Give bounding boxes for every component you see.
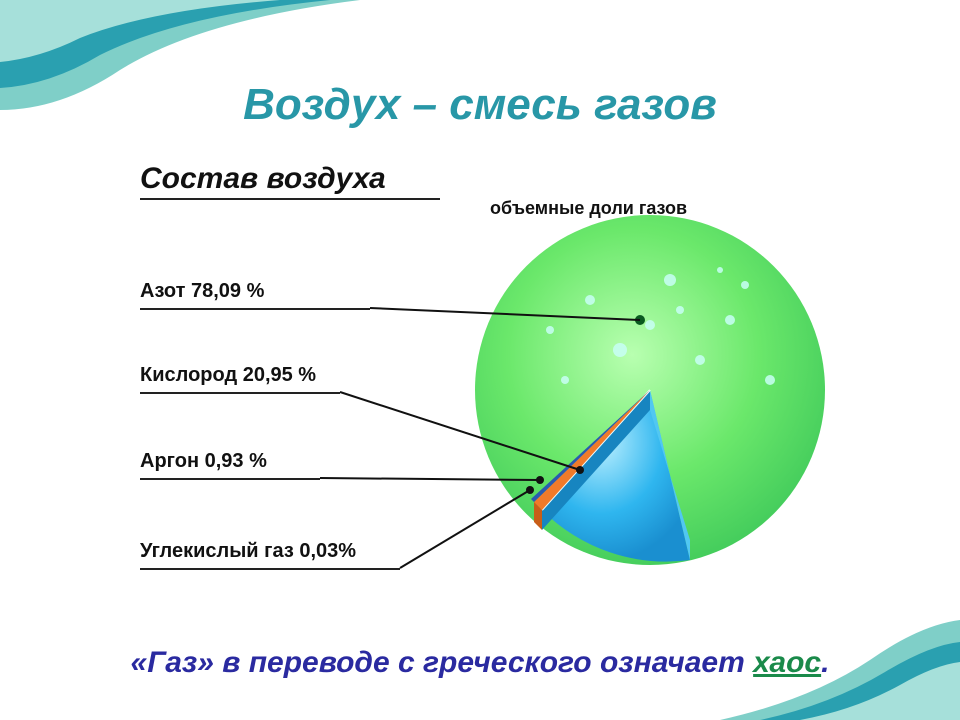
slice-label-nitrogen: Азот 78,09 % [140,280,264,303]
underline [140,308,370,310]
underline [140,478,320,480]
slice-label-oxygen: Кислород 20,95 % [140,364,316,387]
footer-prefix: «Газ» в переводе с греческого означает [131,646,754,679]
slice-label-co2: Углекислый газ 0,03% [140,540,356,563]
page-title: Воздух – смесь газов [0,80,960,130]
slice-label-argon: Аргон 0,93 % [140,450,267,473]
pie-chart [470,210,830,570]
footer-keyword: хаос [753,646,821,679]
underline [140,392,340,394]
chart-title: Состав воздуха [140,162,440,200]
footer-suffix: . [821,646,829,679]
footer-text: «Газ» в переводе с греческого означает х… [0,646,960,680]
underline [140,568,400,570]
chart-panel: Состав воздуха объемные доли газов Азот … [110,150,850,600]
